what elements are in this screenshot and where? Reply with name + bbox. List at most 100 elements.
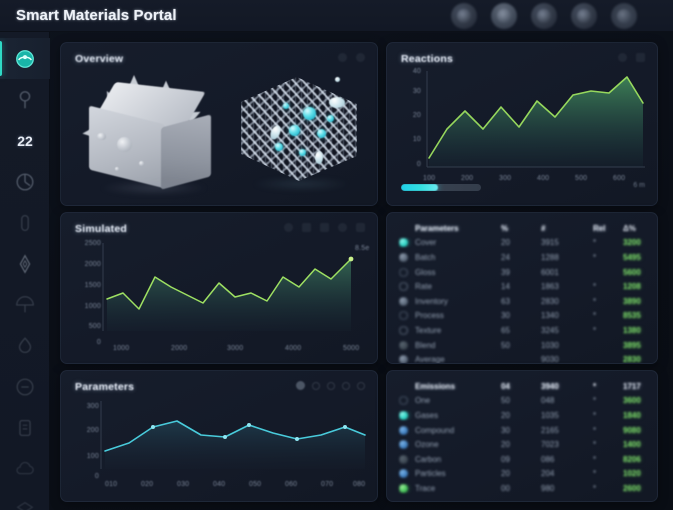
row-bullet-icon	[399, 355, 415, 363]
notification-icon[interactable]	[451, 3, 477, 29]
sidebar-item-cloud[interactable]	[0, 448, 50, 489]
row-value-1: 63	[501, 296, 510, 306]
row-delta: 3600	[623, 396, 641, 406]
table-row[interactable]: Gases 20 1035 * 1840	[399, 408, 647, 423]
header-value-1: 04	[501, 381, 510, 391]
table-row[interactable]: Inventory 63 2830 * 3890	[399, 294, 647, 309]
sidebar-item-location[interactable]	[0, 79, 50, 120]
table-row[interactable]: Process 30 1340 * 8535	[399, 309, 647, 324]
row-value-3: *	[593, 425, 597, 435]
row-value-1: 00	[501, 483, 510, 493]
page-title: Smart Materials Portal	[16, 7, 177, 24]
row-delta: 3890	[623, 296, 641, 306]
y-tick: 1500	[84, 282, 101, 289]
dot-4-icon[interactable]	[342, 381, 350, 390]
row-value-3: *	[593, 483, 597, 493]
x-tick: 2000	[171, 345, 188, 352]
filter-icon[interactable]	[618, 53, 627, 62]
dot-2-icon[interactable]	[312, 381, 320, 390]
row-value-1: 20	[501, 238, 510, 248]
pin-icon	[14, 89, 36, 111]
table-row[interactable]: Ozone 20 7023 * 1400	[399, 437, 647, 452]
sidebar-item-count[interactable]: 22	[0, 120, 50, 161]
row-bullet-icon	[399, 454, 415, 464]
y-tick: 300	[86, 403, 99, 410]
y-tick: 20	[412, 112, 421, 119]
cloud-icon	[14, 458, 36, 480]
table-row[interactable]: Carbon 09 086 * 8206	[399, 452, 647, 467]
row-name: Inventory	[415, 296, 448, 306]
row-value-3: *	[593, 396, 597, 406]
row-delta: 1840	[623, 410, 641, 420]
refresh-icon[interactable]	[284, 223, 293, 232]
share-icon[interactable]	[320, 223, 329, 232]
more-icon[interactable]	[636, 53, 645, 62]
column-header: #	[541, 223, 546, 233]
table-row[interactable]: Batch 24 1288 * 5495	[399, 250, 647, 265]
x-tick: 020	[141, 481, 154, 488]
row-value-2: 7023	[541, 440, 559, 450]
reactions-progress[interactable]: 6 m	[401, 182, 645, 192]
sidebar-item-umbrella[interactable]	[0, 284, 50, 325]
sidebar-item-document[interactable]	[0, 407, 50, 448]
reactions-chart-title: Reactions	[401, 53, 453, 65]
user-avatar-icon[interactable]	[491, 3, 517, 29]
row-value-3: *	[593, 454, 597, 464]
reload-icon[interactable]	[338, 223, 347, 232]
row-delta: 5495	[623, 252, 641, 262]
y-tick: 0	[94, 473, 99, 480]
sidebar-item-capsule[interactable]	[0, 202, 50, 243]
simulated-chart-card: Simulated 8.5e 250	[60, 212, 378, 364]
row-bullet-icon	[399, 340, 415, 350]
sidebar-item-layers[interactable]	[0, 489, 50, 510]
dot-1-icon[interactable]	[296, 381, 305, 390]
apps-icon[interactable]	[571, 3, 597, 29]
dot-5-icon[interactable]	[357, 381, 365, 390]
table-row[interactable]: Compound 30 2165 * 9080	[399, 423, 647, 438]
grid-icon[interactable]	[302, 223, 311, 232]
table-row[interactable]: Trace 00 980 * 2600	[399, 481, 647, 496]
row-bullet-icon	[399, 282, 415, 292]
layers-icon	[14, 499, 36, 510]
row-value-2: 3245	[541, 325, 559, 335]
sidebar-item-minus[interactable]	[0, 366, 50, 407]
parameters-plot	[99, 401, 371, 473]
table-row[interactable]: Cover 20 3915 * 3200	[399, 236, 647, 251]
droplet-icon	[14, 335, 36, 357]
simulated-plot	[101, 243, 369, 335]
y-tick: 200	[86, 427, 99, 434]
table-row[interactable]: Gloss 39 6001 5600	[399, 265, 647, 280]
sidebar-item-droplet[interactable]	[0, 325, 50, 366]
alert-icon[interactable]	[531, 3, 557, 29]
x-tick: 4000	[285, 345, 302, 352]
row-delta: 9080	[623, 425, 641, 435]
row-bullet-icon	[399, 440, 415, 450]
table-row[interactable]: One 50 048 * 3600	[399, 394, 647, 409]
table-row[interactable]: Particles 20 204 * 1020	[399, 467, 647, 482]
y-tick: 1000	[84, 303, 101, 310]
sidebar-item-dashboard[interactable]	[0, 38, 50, 79]
y-tick: 0	[416, 161, 421, 168]
row-name: Blend	[415, 340, 436, 350]
row-delta: 2600	[623, 483, 641, 493]
document-icon	[14, 417, 36, 439]
row-name: Texture	[415, 325, 442, 335]
y-tick: 40	[412, 68, 421, 75]
sidebar-item-diamond[interactable]	[0, 243, 50, 284]
table-row[interactable]: Average 9030 2830	[399, 352, 647, 363]
dot-3-icon[interactable]	[327, 381, 335, 390]
settings-icon[interactable]	[611, 3, 637, 29]
more-icon[interactable]	[356, 53, 365, 62]
row-value-3: *	[593, 325, 597, 335]
table-row[interactable]: Rate 14 1863 * 1208	[399, 279, 647, 294]
table-row[interactable]: Blend 50 1030 3895	[399, 338, 647, 353]
expand-icon[interactable]	[338, 53, 347, 62]
y-tick: 500	[88, 323, 101, 330]
progress-track[interactable]	[401, 184, 481, 191]
table-row[interactable]: Texture 65 3245 * 1380	[399, 323, 647, 338]
sidebar-item-analytics[interactable]	[0, 161, 50, 202]
parameters-table-card: Parameters % # Rel Δ% Cover 20 3915 * 32…	[386, 212, 658, 364]
export-icon[interactable]	[356, 223, 365, 232]
x-tick: 070	[321, 481, 334, 488]
